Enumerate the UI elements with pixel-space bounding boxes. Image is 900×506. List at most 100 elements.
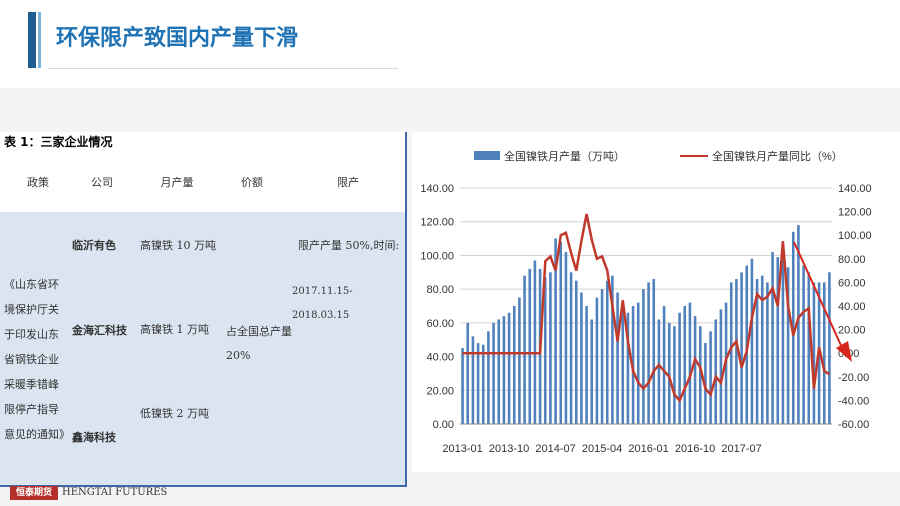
bar [533, 260, 537, 424]
bar [543, 277, 547, 424]
bar [559, 241, 563, 424]
bar [518, 297, 521, 424]
chart-svg: 全国镍铁月产量（万吨） 全国镍铁月产量同比（%） 0.00 20.00 40.00 60.… [420, 149, 872, 455]
y-left-tick-label: 120.00 [420, 217, 454, 229]
header-output: 月产量 [160, 176, 194, 189]
company-1-output: 高镍铁 10 万吨 [140, 239, 216, 252]
bar [461, 348, 464, 424]
bar [719, 309, 723, 424]
title-accent-bar-light [38, 12, 41, 68]
x-tick-label: 2017-07 [721, 443, 761, 455]
company-2-output: 高镍铁 1 万吨 [140, 323, 209, 336]
bar [693, 316, 697, 424]
bar [797, 225, 800, 424]
bar [786, 267, 790, 424]
bar [600, 289, 604, 424]
bar [662, 306, 666, 424]
x-tick-label: 2016-01 [628, 443, 668, 455]
bar [507, 312, 511, 424]
bar [523, 275, 526, 424]
y-left-tick-label: 140.00 [420, 183, 454, 195]
x-tick-label: 2013-10 [489, 443, 529, 455]
bar [781, 255, 785, 424]
bar [528, 268, 532, 424]
footer-text: HENGTAI FUTURES [62, 487, 168, 498]
bar [709, 331, 712, 424]
bar [595, 297, 599, 424]
bar [740, 272, 743, 424]
bar [688, 302, 692, 424]
bar [492, 322, 495, 424]
bar [466, 322, 470, 424]
bar [611, 275, 614, 424]
company-1-name: 临沂有色 [72, 239, 116, 252]
bar [667, 322, 671, 424]
y-right-tick-label: -60.00 [838, 419, 869, 431]
bar [481, 344, 485, 424]
bar [755, 279, 759, 424]
bar [636, 302, 640, 424]
bar [673, 326, 676, 424]
bar [605, 280, 609, 424]
limit-line-2: 2017.11.15-2018.03.15 [292, 286, 353, 321]
bar [714, 319, 718, 424]
bar [497, 319, 501, 424]
bar [564, 252, 568, 424]
bar [760, 275, 764, 424]
x-tick-label: 2013-01 [442, 443, 482, 455]
company-2-name: 金海汇科技 [72, 324, 127, 337]
y-right-tick-label: 140.00 [838, 183, 872, 195]
bar [657, 319, 661, 424]
bar [750, 258, 754, 424]
bar [487, 331, 490, 424]
table-header-row: 政策 公司 月产量 价额 限产 [0, 152, 405, 212]
company-3-name: 鑫海科技 [72, 431, 116, 444]
bar [812, 282, 816, 424]
bar [585, 306, 588, 424]
bar [698, 326, 702, 424]
bar [807, 272, 811, 424]
bar [683, 306, 687, 424]
bar [647, 282, 650, 424]
policy-text: 《山东省环境保护厅关于印发山东省钢铁企业采暖季错峰限停产指导意见的通知》 [4, 278, 70, 441]
header-price: 价额 [241, 176, 263, 189]
bar [512, 306, 516, 424]
y-right-tick-label: -20.00 [838, 372, 869, 384]
bar [590, 319, 594, 424]
title-bar: 环保限产致国内产量下滑 [0, 0, 900, 80]
yoy-line [462, 213, 831, 403]
bar [828, 272, 831, 424]
bar [802, 265, 805, 424]
bar [554, 238, 557, 424]
bar [621, 309, 625, 424]
bar [766, 282, 769, 424]
y-left-tick-label: 100.00 [420, 250, 454, 262]
bar [549, 272, 552, 424]
bar [580, 292, 583, 424]
company-3-output: 低镍铁 2 万吨 [140, 407, 209, 420]
bar [776, 257, 780, 424]
y-right-tick-label: 100.00 [838, 230, 872, 242]
bar [652, 279, 656, 424]
bar [471, 336, 475, 424]
header-policy: 政策 [27, 176, 49, 189]
slide-title: 环保限产致国内产量下滑 [56, 26, 299, 51]
legend-bar-label: 全国镍铁月产量（万吨） [504, 149, 625, 163]
y-right-tick-label: 80.00 [838, 254, 866, 266]
bar [569, 272, 573, 424]
bar [735, 279, 738, 424]
bar [771, 252, 774, 424]
trend-arrow-head [836, 341, 852, 362]
y-right-tick-label: 20.00 [838, 325, 866, 337]
bar [822, 282, 826, 424]
header-company: 公司 [91, 176, 113, 189]
bar [574, 280, 578, 424]
y-left-tick-label: 0.00 [433, 419, 454, 431]
company-table: 表 1：三家企业情况 政策 公司 月产量 价额 限产 《山东省环境保护厅关于印发… [0, 132, 407, 487]
x-tick-label: 2015-04 [582, 443, 622, 455]
nickel-output-chart: 全国镍铁月产量（万吨） 全国镍铁月产量同比（%） 0.00 20.00 40.00 60.… [412, 132, 900, 472]
y-right-tick-label: 120.00 [838, 207, 872, 219]
title-accent-bar [28, 12, 36, 68]
y-right-tick-label: -40.00 [838, 395, 869, 407]
output-share: 占全国总产量 20% [226, 325, 292, 362]
